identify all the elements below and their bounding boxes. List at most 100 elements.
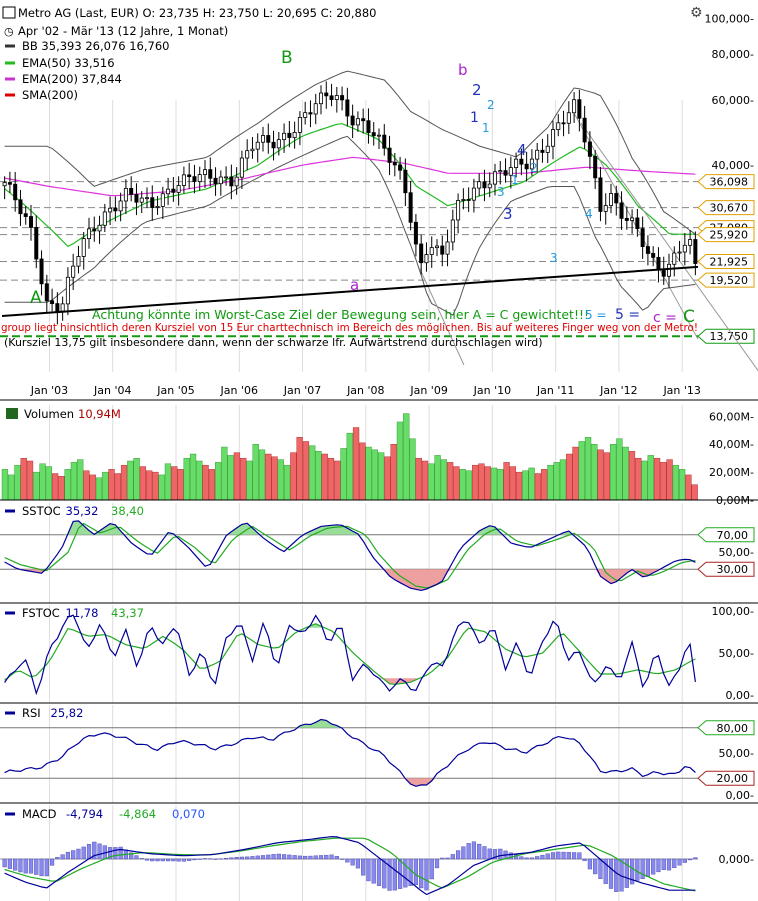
macd-histogram-bar — [677, 858, 682, 866]
candle-body — [313, 103, 318, 115]
candle-body — [682, 244, 687, 253]
volume-bar — [246, 460, 253, 501]
candle-body — [81, 238, 86, 257]
macd-histogram-bar — [355, 858, 361, 869]
candle-body — [7, 182, 12, 185]
candle-body — [166, 188, 171, 195]
volume-bar — [265, 453, 272, 501]
label-wave-2-light: 2 — [487, 98, 495, 112]
price-y-tick: 100,000- — [705, 12, 754, 25]
candle-body — [688, 239, 693, 246]
volume-bar — [152, 471, 159, 501]
candle-body — [387, 147, 392, 163]
volume-bar — [120, 464, 128, 501]
candle-body — [677, 251, 682, 254]
label-wave-b: b — [458, 61, 468, 79]
label-wave-a: a — [350, 276, 359, 294]
candle-body — [545, 145, 550, 153]
candle-body — [408, 192, 413, 223]
settings-icon[interactable]: ⚙ — [690, 5, 703, 21]
price-y-tick: 80,000- — [712, 48, 754, 61]
macd-histogram-bar — [561, 851, 566, 860]
macd-histogram-bar — [44, 858, 49, 877]
macd-y-tick: 0,000- — [719, 853, 754, 866]
macd-histogram-bar — [245, 856, 250, 860]
macd-histogram-bar — [165, 858, 171, 862]
macd-histogram-bar — [519, 856, 524, 860]
candle-body — [645, 246, 650, 254]
fstoc-y-tick: 0,00- — [726, 689, 754, 702]
candle-body — [139, 197, 144, 203]
macd-histogram-bar — [608, 858, 614, 889]
candle-body — [160, 193, 165, 207]
macd-histogram-bar — [661, 858, 666, 870]
macd-histogram-bar — [413, 858, 419, 886]
sstoc-panel: SSTOC 35,32 38,40 70,00 50,00- 30,00 — [0, 503, 758, 604]
sstoc-level-label-tag — [697, 561, 755, 577]
volume-bar — [403, 413, 410, 501]
label-wave-C: C — [683, 307, 695, 327]
volume-bar — [252, 444, 259, 501]
volume-bar — [509, 466, 516, 501]
macd-histogram-bar — [682, 858, 687, 863]
candle-body — [403, 169, 408, 194]
candle-body — [155, 205, 160, 208]
macd-histogram-bar — [329, 854, 334, 860]
rsi-line — [4, 718, 696, 787]
rsi-level-label: 80,00 — [717, 722, 749, 735]
macd-histogram-bar — [371, 858, 376, 884]
candle-body — [245, 150, 250, 159]
candle-body — [71, 265, 76, 278]
chart-menu-icon[interactable] — [2, 6, 16, 19]
macd-histogram-bar — [577, 852, 582, 860]
price-level-label: 21,925 — [710, 255, 749, 268]
sstoc-line — [4, 520, 696, 592]
candle-body — [672, 252, 677, 265]
volume-bar — [440, 459, 447, 501]
candle-body — [456, 200, 461, 221]
price-level-label: 13,750 — [710, 330, 749, 343]
macd-histogram-bar — [640, 858, 645, 879]
long-term-trend-line — [1, 265, 699, 318]
volume-bar — [378, 452, 385, 501]
candle-body — [187, 174, 192, 178]
label-wave-1-light: 1 — [482, 121, 490, 135]
candle-body — [535, 149, 540, 160]
volume-bar — [33, 471, 40, 501]
macd-histogram-bar — [213, 858, 218, 860]
price-level-label: 19,520 — [710, 274, 749, 287]
macd-histogram-bar — [345, 858, 350, 863]
label-wave-1-light-b: 1 — [511, 173, 519, 187]
candle-body — [181, 174, 186, 186]
candle-body — [440, 245, 445, 255]
candle-body — [65, 276, 70, 305]
volume-bar — [678, 469, 686, 501]
volume-bar — [515, 471, 523, 501]
volume-bar — [503, 462, 510, 501]
candle-body — [561, 122, 566, 125]
rsi-value: 25,82 — [51, 706, 84, 720]
candle-body — [556, 122, 561, 131]
macd-histogram-bar — [181, 858, 187, 862]
macd-histogram-bar — [118, 846, 123, 860]
fstoc-y-tick: 50,00- — [719, 647, 754, 660]
x-tick-label: Jan '12 — [599, 384, 637, 397]
volume-bar — [453, 466, 460, 501]
volume-bar — [390, 444, 397, 501]
legend-bb: BB 35,393 26,076 16,760 — [22, 39, 169, 53]
volume-bar — [64, 469, 71, 501]
volume-bar — [365, 446, 372, 501]
candle-body — [587, 141, 592, 157]
macd-histogram-bar — [2, 858, 7, 868]
fstoc-line — [4, 623, 696, 686]
fstoc-y-tick: 100,00- — [712, 605, 754, 618]
candle-body — [630, 217, 635, 221]
macd-histogram-bar — [23, 858, 28, 874]
candle-body — [76, 256, 81, 267]
volume-bar — [616, 438, 623, 501]
price-level-label-tag — [697, 272, 755, 288]
macd-histogram-bar — [693, 857, 698, 860]
volume-bar — [559, 459, 567, 501]
legend-ema200: EMA(200) 37,844 — [22, 72, 122, 86]
volume-bar — [415, 457, 422, 501]
